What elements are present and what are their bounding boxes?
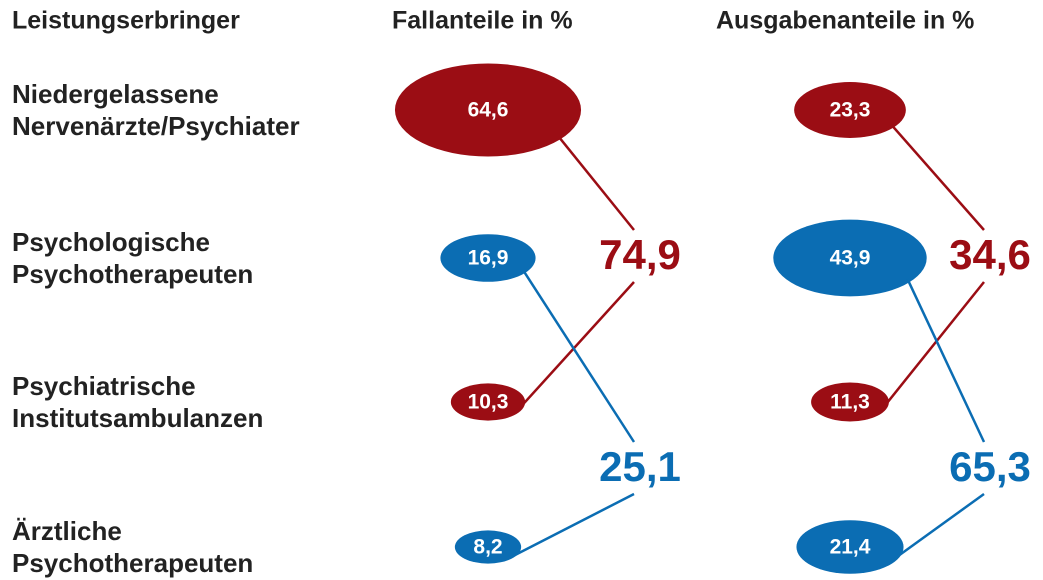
share-ellipse <box>773 219 927 297</box>
provider-name: Psychotherapeuten <box>12 259 253 289</box>
provider-name: Psychiatrische <box>12 371 196 401</box>
share-ellipse <box>794 82 906 138</box>
header-cases: Fallanteile in % <box>392 7 573 35</box>
connector <box>890 124 985 231</box>
share-label: 8,2 <box>473 536 502 559</box>
share-ellipse <box>454 530 522 564</box>
provider-name: Ärztliche <box>12 516 122 546</box>
share-ellipse <box>394 63 582 157</box>
provider-name: Niedergelassene <box>12 79 219 109</box>
share-ellipse <box>796 520 904 574</box>
provider-name: Institutsambulanzen <box>12 403 263 433</box>
connector <box>906 278 986 443</box>
share-ellipse <box>440 234 536 282</box>
provider-name: Nervenärzte/Psychiater <box>12 111 300 141</box>
connector <box>889 492 985 563</box>
share-label: 21,4 <box>830 536 871 559</box>
share-ellipse <box>450 383 526 421</box>
share-label: 64,6 <box>468 99 509 122</box>
group-total: 74,9 <box>599 231 681 278</box>
provider-name: Psychotherapeuten <box>12 548 253 578</box>
connector <box>514 281 635 414</box>
connector <box>556 134 635 231</box>
share-label: 23,3 <box>830 99 871 122</box>
connector <box>878 281 985 414</box>
group-total: 25,1 <box>599 443 681 490</box>
connector <box>522 270 636 443</box>
connector <box>512 492 635 558</box>
group-total: 65,3 <box>949 443 1031 490</box>
provider-name: Psychologische <box>12 227 210 257</box>
group-total: 34,6 <box>949 231 1031 278</box>
share-ellipse <box>811 382 889 422</box>
header-provider: Leistungserbringer <box>12 7 240 35</box>
share-label: 16,9 <box>468 247 509 270</box>
share-label: 11,3 <box>830 391 870 414</box>
share-label: 10,3 <box>468 391 509 414</box>
header-spending: Ausgabenanteile in % <box>716 7 974 35</box>
share-label: 43,9 <box>830 247 871 270</box>
